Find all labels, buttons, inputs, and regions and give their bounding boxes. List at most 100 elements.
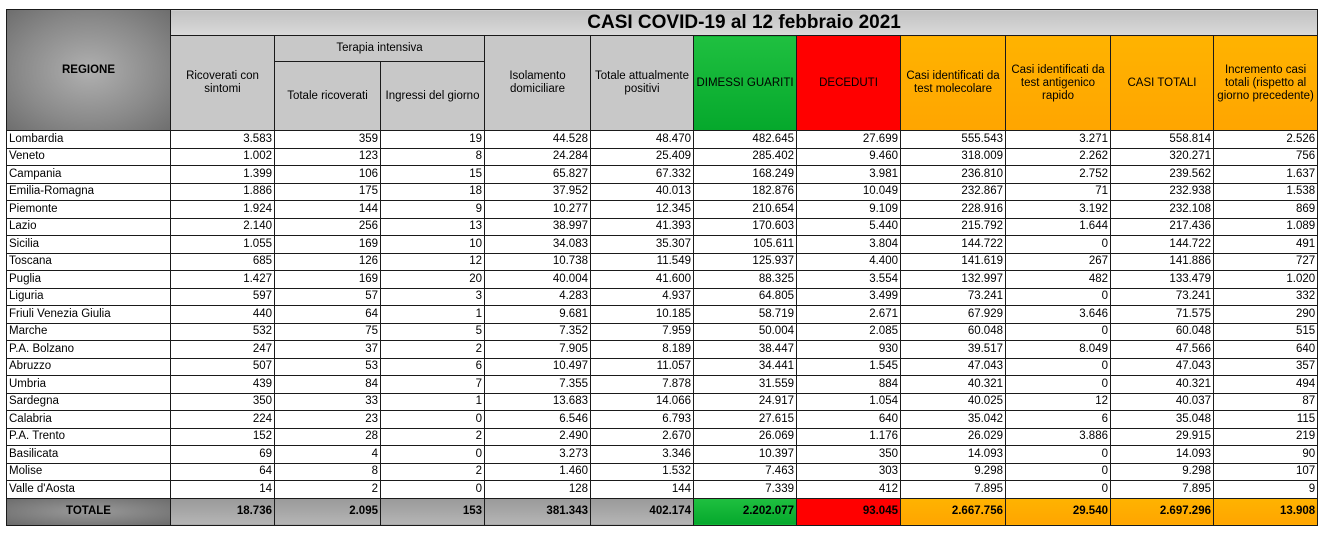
cell-regione: Basilicata — [6, 445, 171, 464]
cell-incremento: 219 — [1212, 427, 1319, 446]
cell-ingressi: 20 — [380, 270, 485, 289]
cell-ingressi: 9 — [380, 200, 485, 219]
cell-deceduti: 640 — [796, 410, 901, 429]
cell-deceduti: 412 — [796, 480, 901, 499]
cell-incremento: 9 — [1212, 480, 1319, 499]
covid-cases-table: REGIONE CASI COVID-19 al 12 febbraio 202… — [6, 9, 1319, 526]
cell-antigenico: 2.262 — [1005, 147, 1111, 166]
cell-isolamento: 10.277 — [484, 200, 591, 219]
cell-molecolare: 7.895 — [900, 480, 1006, 499]
cell-incremento: 357 — [1212, 357, 1319, 376]
total-antigenico: 29.540 — [1005, 497, 1111, 526]
cell-dimessi: 7.463 — [693, 462, 797, 481]
cell-ingressi: 13 — [380, 217, 485, 236]
cell-isolamento: 37.952 — [484, 182, 591, 201]
cell-regione: P.A. Bolzano — [6, 340, 171, 359]
cell-isolamento: 40.004 — [484, 270, 591, 289]
cell-antigenico: 0 — [1005, 445, 1111, 464]
cell-incremento: 2.526 — [1212, 130, 1319, 149]
cell-ricoverati: 2.140 — [170, 217, 275, 236]
cell-incremento: 87 — [1212, 392, 1319, 411]
cell-incremento: 115 — [1212, 410, 1319, 429]
cell-positivi: 35.307 — [590, 235, 694, 254]
cell-incremento: 1.089 — [1212, 217, 1319, 236]
table-title: CASI COVID-19 al 12 febbraio 2021 — [169, 9, 1319, 36]
cell-totale-ricoverati: 33 — [274, 392, 381, 411]
cell-incremento: 727 — [1212, 252, 1319, 271]
cell-dimessi: 26.069 — [693, 427, 797, 446]
header-dimessi: DIMESSI GUARITI — [693, 35, 797, 131]
table-row: Lazio 2.140 256 13 38.997 41.393 170.603 5.440 2… — [6, 217, 1319, 236]
cell-positivi: 7.878 — [590, 375, 694, 394]
cell-dimessi: 7.339 — [693, 480, 797, 499]
cell-casi-totali: 14.093 — [1110, 445, 1214, 464]
cell-dimessi: 88.325 — [693, 270, 797, 289]
table-row: Marche 532 75 5 7.352 7.959 50.004 2.085 60.048 0… — [6, 322, 1319, 341]
header-molecolare: Casi identificati da test molecolare — [900, 35, 1006, 131]
header-terapia-intensiva: Terapia intensiva — [274, 35, 485, 62]
cell-dimessi: 210.654 — [693, 200, 797, 219]
cell-ingressi: 8 — [380, 147, 485, 166]
cell-dimessi: 27.615 — [693, 410, 797, 429]
cell-totale-ricoverati: 2 — [274, 480, 381, 499]
cell-isolamento: 34.083 — [484, 235, 591, 254]
cell-dimessi: 168.249 — [693, 165, 797, 184]
cell-regione: Piemonte — [6, 200, 171, 219]
cell-positivi: 11.057 — [590, 357, 694, 376]
header-ricoverati: Ricoverati con sintomi — [170, 35, 275, 131]
cell-deceduti: 1.054 — [796, 392, 901, 411]
total-row: TOTALE 18.736 2.095 153 381.343 402.174 2.202.… — [6, 497, 1319, 526]
cell-isolamento: 9.681 — [484, 305, 591, 324]
cell-antigenico: 6 — [1005, 410, 1111, 429]
cell-regione: Molise — [6, 462, 171, 481]
cell-totale-ricoverati: 53 — [274, 357, 381, 376]
cell-antigenico: 71 — [1005, 182, 1111, 201]
cell-isolamento: 10.497 — [484, 357, 591, 376]
cell-molecolare: 60.048 — [900, 322, 1006, 341]
cell-ricoverati: 69 — [170, 445, 275, 464]
cell-incremento: 1.538 — [1212, 182, 1319, 201]
table-row: Basilicata 69 4 0 3.273 3.346 10.397 350 14.093 0… — [6, 445, 1319, 464]
cell-molecolare: 9.298 — [900, 462, 1006, 481]
cell-molecolare: 39.517 — [900, 340, 1006, 359]
cell-dimessi: 125.937 — [693, 252, 797, 271]
cell-incremento: 107 — [1212, 462, 1319, 481]
cell-dimessi: 24.917 — [693, 392, 797, 411]
cell-regione: Marche — [6, 322, 171, 341]
cell-molecolare: 236.810 — [900, 165, 1006, 184]
cell-deceduti: 1.545 — [796, 357, 901, 376]
cell-incremento: 640 — [1212, 340, 1319, 359]
cell-deceduti: 3.804 — [796, 235, 901, 254]
cell-ingressi: 1 — [380, 305, 485, 324]
cell-regione: Emilia-Romagna — [6, 182, 171, 201]
cell-ricoverati: 1.427 — [170, 270, 275, 289]
cell-molecolare: 40.321 — [900, 375, 1006, 394]
cell-regione: Sardegna — [6, 392, 171, 411]
cell-isolamento: 7.352 — [484, 322, 591, 341]
cell-incremento: 332 — [1212, 287, 1319, 306]
cell-molecolare: 228.916 — [900, 200, 1006, 219]
cell-ingressi: 0 — [380, 445, 485, 464]
cell-casi-totali: 40.321 — [1110, 375, 1214, 394]
cell-totale-ricoverati: 84 — [274, 375, 381, 394]
cell-totale-ricoverati: 37 — [274, 340, 381, 359]
cell-ricoverati: 507 — [170, 357, 275, 376]
cell-regione: P.A. Trento — [6, 427, 171, 446]
cell-ingressi: 18 — [380, 182, 485, 201]
cell-positivi: 10.185 — [590, 305, 694, 324]
cell-totale-ricoverati: 23 — [274, 410, 381, 429]
cell-positivi: 14.066 — [590, 392, 694, 411]
header-deceduti: DECEDUTI — [796, 35, 901, 131]
cell-incremento: 491 — [1212, 235, 1319, 254]
cell-positivi: 1.532 — [590, 462, 694, 481]
header-totale-ricoverati: Totale ricoverati — [274, 61, 381, 131]
cell-casi-totali: 35.048 — [1110, 410, 1214, 429]
cell-dimessi: 31.559 — [693, 375, 797, 394]
cell-isolamento: 2.490 — [484, 427, 591, 446]
cell-totale-ricoverati: 169 — [274, 235, 381, 254]
cell-totale-ricoverati: 144 — [274, 200, 381, 219]
cell-isolamento: 7.905 — [484, 340, 591, 359]
cell-isolamento: 4.283 — [484, 287, 591, 306]
cell-deceduti: 27.699 — [796, 130, 901, 149]
cell-ricoverati: 1.886 — [170, 182, 275, 201]
